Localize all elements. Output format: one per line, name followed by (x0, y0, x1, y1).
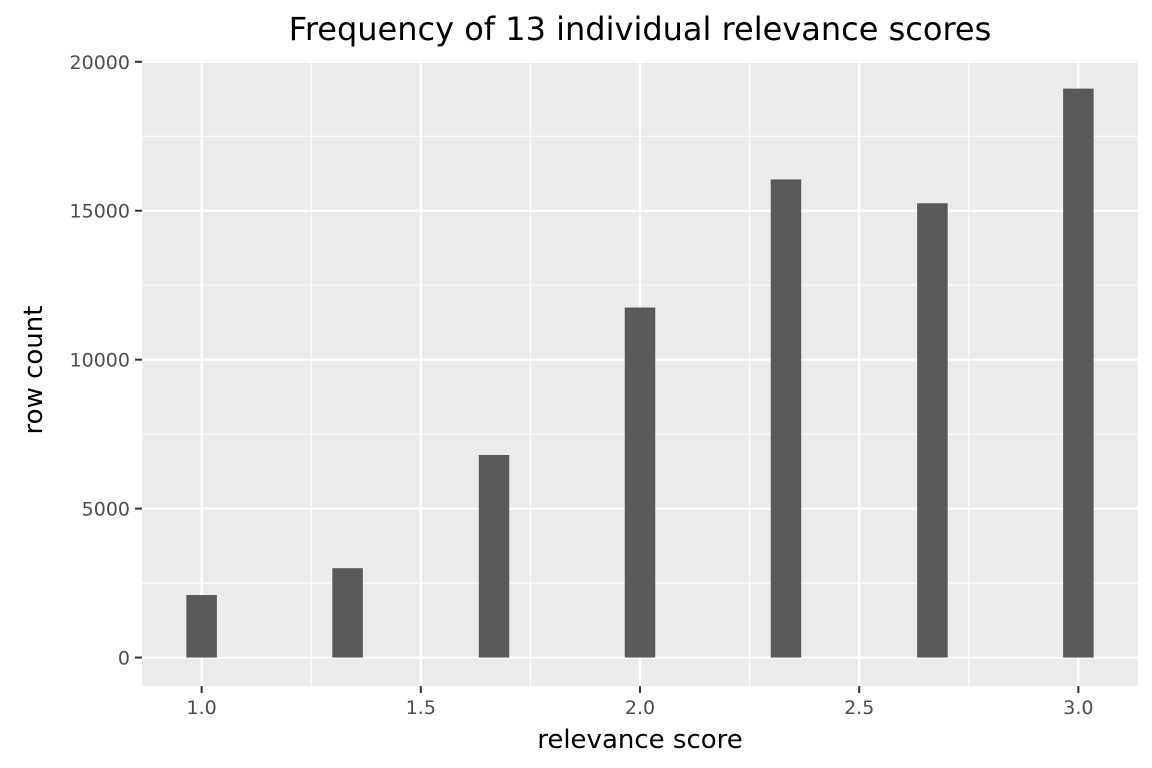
x-tick-label: 3.0 (1063, 697, 1093, 719)
bar (332, 568, 363, 658)
bar (917, 203, 948, 658)
x-tick-label: 2.0 (625, 697, 655, 719)
x-axis-label: relevance score (537, 725, 743, 755)
x-tick-label: 1.5 (406, 697, 436, 719)
bar (186, 594, 217, 658)
bar (1063, 88, 1094, 658)
x-tick-label: 1.0 (187, 697, 217, 719)
bar (478, 454, 510, 658)
bar (624, 307, 656, 658)
y-axis-label: row count (19, 306, 49, 435)
y-tick-label: 0 (118, 648, 130, 670)
x-axis: 1.0 1.5 2.0 2.5 3.0 (187, 686, 1093, 719)
bar (770, 179, 802, 658)
y-tick-label: 20000 (70, 52, 130, 74)
x-tick-label: 2.5 (844, 697, 874, 719)
y-tick-label: 10000 (70, 350, 130, 372)
chart-title: Frequency of 13 individual relevance sco… (289, 10, 992, 48)
y-tick-label: 5000 (82, 499, 130, 521)
y-axis: 0 5000 10000 15000 20000 (70, 52, 142, 670)
bars (186, 88, 1094, 658)
y-tick-label: 15000 (70, 201, 130, 223)
